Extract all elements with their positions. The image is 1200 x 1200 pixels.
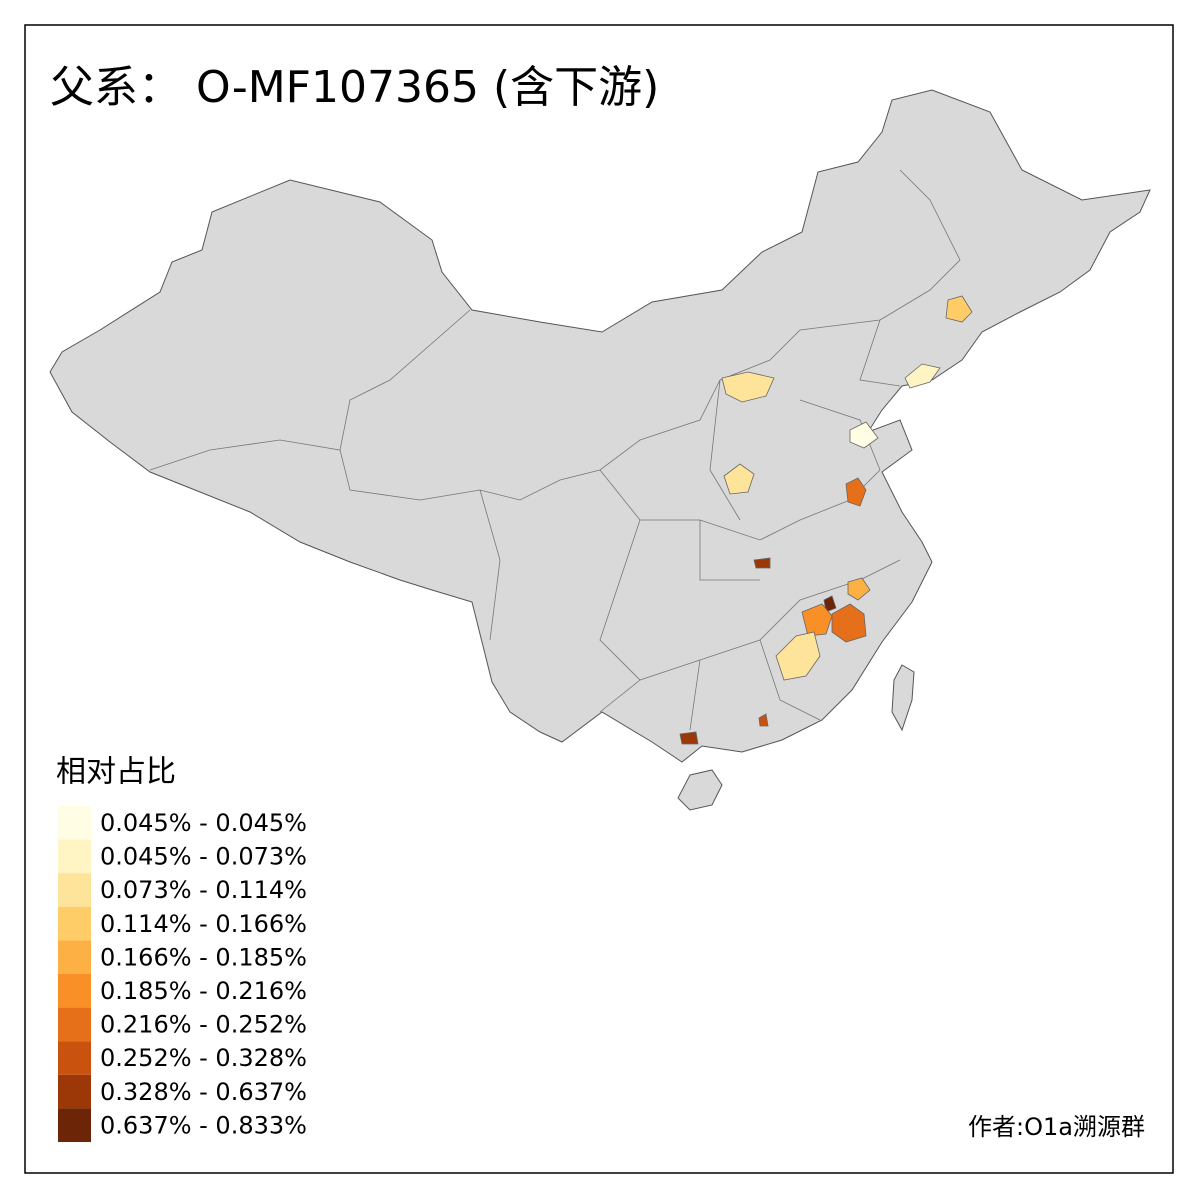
region (801, 603, 833, 637)
province-border (149, 169, 961, 731)
highlighted-regions (679, 295, 973, 745)
legend-label: 0.637% - 0.833% (100, 1111, 307, 1139)
legend-swatch (58, 873, 91, 907)
china-map (49, 89, 1151, 811)
region (847, 577, 871, 601)
legend-label: 0.252% - 0.328% (100, 1044, 307, 1072)
legend-label: 0.045% - 0.045% (100, 809, 307, 837)
legend-swatch (58, 839, 91, 874)
region (679, 731, 699, 745)
credit: 作者:O1a溯源群 (968, 1113, 1145, 1141)
frame (24, 24, 1174, 1174)
legend-swatch (58, 906, 91, 941)
region (753, 557, 771, 569)
region (831, 603, 867, 643)
region (758, 713, 769, 727)
legend-swatch (58, 806, 91, 840)
legend-label: 0.073% - 0.114% (100, 876, 307, 904)
region (945, 295, 973, 323)
hainan (677, 769, 723, 811)
legend-swatch (58, 1074, 91, 1109)
region (723, 463, 755, 495)
legend-swatch (58, 974, 91, 1008)
region (845, 477, 867, 507)
region (849, 421, 879, 449)
legend-label: 0.216% - 0.252% (100, 1011, 307, 1039)
region (721, 371, 775, 403)
legend-title: 相对占比 (56, 755, 176, 790)
legend-label: 0.166% - 0.185% (100, 943, 307, 971)
legend-label: 0.045% - 0.073% (100, 843, 307, 871)
region (904, 363, 941, 389)
legend-swatch (58, 1007, 91, 1042)
legend-swatch (58, 1108, 91, 1142)
map-title: 父系： O-MF107365 (含下游) (50, 62, 659, 113)
legend-label: 0.114% - 0.166% (100, 910, 307, 938)
region (775, 631, 821, 681)
legend-label: 0.185% - 0.216% (100, 977, 307, 1005)
legend-swatch (58, 940, 91, 974)
taiwan (891, 664, 915, 732)
legend-label: 0.328% - 0.637% (100, 1078, 307, 1106)
legend: 0.045% - 0.045% 0.045% - 0.073% 0.073% - 0… (58, 806, 307, 1142)
legend-swatch (58, 1041, 91, 1075)
